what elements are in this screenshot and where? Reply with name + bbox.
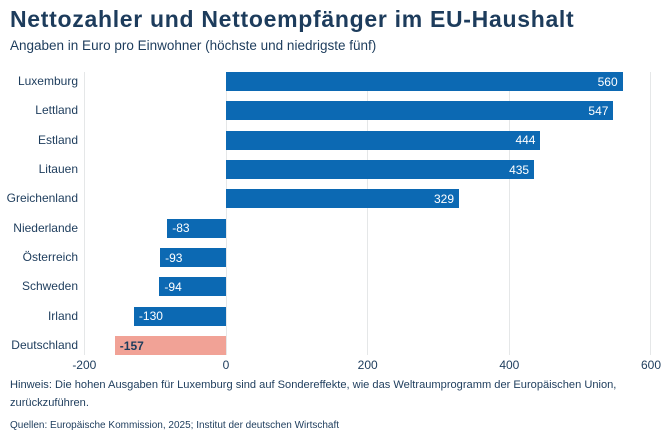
bar-schweden: -94 <box>159 277 226 297</box>
bar-luxemburg: 560 <box>226 72 623 91</box>
chart-subtitle: Angaben in Euro pro Einwohner (höchste u… <box>10 37 377 53</box>
gridline-600 <box>650 72 652 356</box>
value-label: -94 <box>164 279 182 294</box>
gridline-400 <box>508 72 510 356</box>
gridline-200 <box>367 72 369 356</box>
category-label: Deutschland <box>11 338 78 353</box>
value-label: 435 <box>509 162 530 177</box>
value-label: 444 <box>515 133 536 148</box>
value-label: 547 <box>588 103 609 118</box>
gridline--200 <box>83 72 85 356</box>
bar--sterreich: -93 <box>160 248 226 268</box>
value-label: -83 <box>172 221 190 236</box>
category-label: Litauen <box>38 162 78 177</box>
value-label: 329 <box>434 191 455 206</box>
category-label: Luxemburg <box>17 74 78 88</box>
x-tick-label: 200 <box>357 357 378 372</box>
x-tick-label: 400 <box>499 357 520 372</box>
value-label: -157 <box>119 338 144 353</box>
bar-litauen: 435 <box>226 160 535 180</box>
value-label: -130 <box>138 309 163 324</box>
category-label: Irland <box>47 308 78 323</box>
chart-title: Nettozahler und Nettoempfänger im EU-Hau… <box>10 6 575 32</box>
gridline-0 <box>225 72 227 356</box>
category-label: Schweden <box>21 279 78 294</box>
value-label: -93 <box>165 250 183 265</box>
x-tick-label: -200 <box>72 357 97 372</box>
category-label: Lettland <box>35 103 78 118</box>
bar-greichenland: 329 <box>226 189 460 209</box>
x-tick-label: 600 <box>640 357 661 372</box>
x-tick-label: 0 <box>222 357 230 372</box>
bar-niederlande: -83 <box>167 218 226 238</box>
bar-lettland: 547 <box>226 101 614 121</box>
chart-note: Hinweis: Die hohen Ausgaben für Luxembur… <box>10 379 617 409</box>
bar-deutschland: -157 <box>114 336 226 356</box>
category-label: Niederlande <box>13 220 78 235</box>
bar-irland: -130 <box>133 306 226 326</box>
category-label: Greichenland <box>6 191 78 206</box>
category-label: Estland <box>37 132 78 147</box>
category-label: Österreich <box>22 250 78 265</box>
value-label: 560 <box>597 74 618 89</box>
bar-estland: 444 <box>226 130 541 150</box>
chart-sources: Quellen: Europäische Kommission, 2025; I… <box>10 420 340 431</box>
